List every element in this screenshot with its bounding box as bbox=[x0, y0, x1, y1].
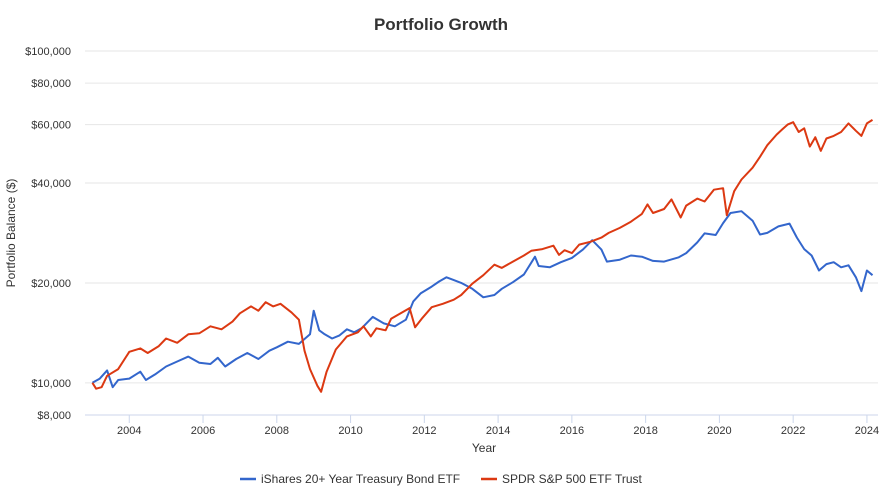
legend-item-spdr[interactable]: SPDR S&P 500 ETF Trust bbox=[481, 472, 642, 486]
x-axis-title: Year bbox=[472, 441, 496, 455]
chart-title: Portfolio Growth bbox=[374, 15, 508, 34]
legend-label-treasury: iShares 20+ Year Treasury Bond ETF bbox=[261, 472, 460, 486]
y-axis-ticks: $8,000 $10,000 $20,000 $40,000 $60,000 $80,00… bbox=[25, 46, 71, 422]
x-tick-label: 2012 bbox=[412, 425, 436, 437]
series-line-treasury bbox=[91, 210, 874, 389]
x-axis-ticks: 2004 2006 2008 2010 2012 2014 2016 2018 2020 2022… bbox=[117, 415, 879, 437]
grid-lines bbox=[85, 50, 878, 416]
y-tick-label: $20,000 bbox=[31, 278, 71, 290]
y-tick-label: $10,000 bbox=[31, 378, 71, 390]
x-tick-label: 2020 bbox=[707, 425, 731, 437]
legend-label-spdr: SPDR S&P 500 ETF Trust bbox=[502, 472, 642, 486]
x-tick-label: 2010 bbox=[338, 425, 362, 437]
y-tick-label: $40,000 bbox=[31, 178, 71, 190]
y-tick-label: $8,000 bbox=[37, 410, 71, 422]
x-tick-label: 2014 bbox=[486, 425, 510, 437]
x-tick-label: 2004 bbox=[117, 425, 141, 437]
x-tick-label: 2016 bbox=[560, 425, 584, 437]
x-tick-label: 2008 bbox=[265, 425, 289, 437]
y-tick-label: $60,000 bbox=[31, 120, 71, 132]
y-axis-title: Portfolio Balance ($) bbox=[4, 179, 18, 288]
legend: iShares 20+ Year Treasury Bond ETF SPDR … bbox=[240, 472, 642, 486]
series-lines bbox=[91, 119, 874, 393]
series-line-spdr bbox=[91, 119, 874, 393]
y-tick-label: $80,000 bbox=[31, 78, 71, 90]
x-tick-label: 2006 bbox=[191, 425, 215, 437]
x-tick-label: 2022 bbox=[781, 425, 805, 437]
x-tick-label: 2024 bbox=[855, 425, 879, 437]
x-tick-label: 2018 bbox=[633, 425, 657, 437]
legend-item-treasury[interactable]: iShares 20+ Year Treasury Bond ETF bbox=[240, 472, 460, 486]
y-tick-label: $100,000 bbox=[25, 46, 71, 58]
